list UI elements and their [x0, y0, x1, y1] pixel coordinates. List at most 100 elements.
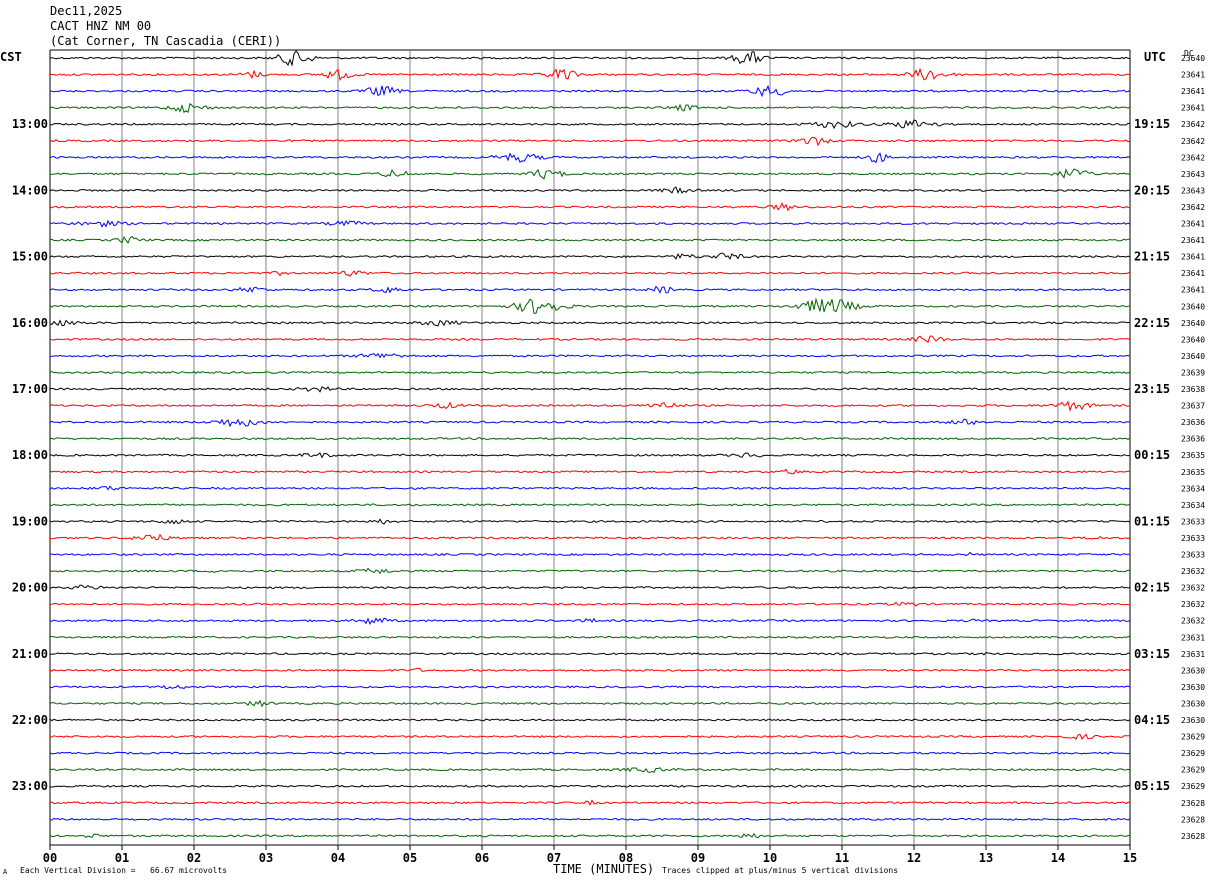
- trace-line: [49, 84, 1131, 98]
- dc-value: 23635: [1181, 451, 1205, 460]
- utc-hour-label: 02:15: [1134, 581, 1170, 595]
- dc-value: 23629: [1181, 733, 1205, 742]
- trace-line: [49, 551, 1131, 557]
- cst-hour-label: 23:00: [12, 779, 48, 793]
- trace-line: [49, 418, 1131, 428]
- dc-value: 23632: [1181, 617, 1205, 626]
- dc-value: 23638: [1181, 385, 1205, 394]
- trace-line: [49, 235, 1131, 244]
- x-tick-label: 13: [979, 851, 993, 865]
- dc-value: 23629: [1181, 766, 1205, 775]
- dc-value: 23642: [1181, 203, 1205, 212]
- dc-value: 23632: [1181, 600, 1205, 609]
- dc-value: 23633: [1181, 534, 1205, 543]
- x-tick-label: 03: [259, 851, 273, 865]
- scale-note: Each Vertical Division = 66.67 microvolt…: [20, 866, 228, 875]
- dc-value: 23641: [1181, 253, 1205, 262]
- x-tick-label: 01: [115, 851, 129, 865]
- trace-line: [49, 452, 1131, 459]
- trace-line: [49, 751, 1131, 755]
- trace-line: [49, 533, 1131, 541]
- x-tick-label: 14: [1051, 851, 1065, 865]
- x-tick-label: 05: [403, 851, 417, 865]
- trace-line: [49, 799, 1131, 806]
- trace-line: [49, 733, 1130, 741]
- dc-value: 23642: [1181, 137, 1205, 146]
- dc-value: 23641: [1181, 104, 1205, 113]
- dc-value: 23628: [1181, 815, 1205, 824]
- dc-value: 23643: [1181, 186, 1205, 195]
- trace-line: [49, 152, 1131, 164]
- x-tick-label: 11: [835, 851, 849, 865]
- trace-line: [49, 297, 1131, 314]
- trace-line: [49, 252, 1131, 260]
- clip-note: Traces clipped at plus/minus 5 vertical …: [662, 866, 899, 875]
- cst-hour-label: 20:00: [12, 581, 48, 595]
- trace-line: [49, 219, 1131, 228]
- dc-value: 23642: [1181, 153, 1205, 162]
- trace-line: [49, 50, 1131, 67]
- location-label: (Cat Corner, TN Cascadia (CERI)): [50, 34, 282, 48]
- trace-line: [49, 67, 1131, 82]
- utc-hour-label: 05:15: [1134, 779, 1170, 793]
- dc-value: 23629: [1181, 749, 1205, 758]
- dc-value: 23641: [1181, 220, 1205, 229]
- dc-value: 23641: [1181, 269, 1205, 278]
- cst-hour-label: 22:00: [12, 713, 48, 727]
- cst-hour-label: 17:00: [12, 382, 48, 396]
- x-tick-label: 06: [475, 851, 489, 865]
- cst-hour-label: 16:00: [12, 316, 48, 330]
- trace-line: [49, 285, 1131, 294]
- trace-line: [49, 684, 1131, 690]
- x-tick-label: 15: [1123, 851, 1137, 865]
- trace-line: [49, 186, 1131, 195]
- cst-label: CST: [0, 50, 22, 64]
- x-tick-label: 09: [691, 851, 705, 865]
- dc-value: 23636: [1181, 435, 1205, 444]
- trace-line: [49, 485, 1131, 491]
- utc-hour-label: 04:15: [1134, 713, 1170, 727]
- trace-line: [49, 601, 1131, 607]
- dc-value: 23630: [1181, 666, 1205, 675]
- trace-line: [49, 635, 1131, 639]
- trace-line: [49, 832, 1131, 839]
- cst-hour-label: 19:00: [12, 514, 48, 528]
- trace-line: [49, 817, 1131, 821]
- dc-value: 23630: [1181, 716, 1205, 725]
- x-tick-label: 07: [547, 851, 561, 865]
- trace-line: [49, 567, 1131, 575]
- trace-line: [49, 202, 1130, 212]
- dc-value: 23633: [1181, 517, 1205, 526]
- dc-value: 23628: [1181, 799, 1205, 808]
- trace-line: [49, 119, 1131, 130]
- utc-hour-label: 01:15: [1134, 514, 1170, 528]
- utc-hour-label: 20:15: [1134, 183, 1170, 197]
- trace-line: [49, 386, 1131, 393]
- trace-line: [49, 400, 1131, 412]
- utc-hour-label: 03:15: [1134, 647, 1170, 661]
- trace-line: [49, 102, 1131, 114]
- dc-value: 23630: [1181, 683, 1205, 692]
- trace-line: [49, 370, 1131, 374]
- dc-label: DC: [1184, 49, 1194, 58]
- dc-value: 23637: [1181, 402, 1205, 411]
- dc-value: 23631: [1181, 650, 1205, 659]
- dc-value: 23634: [1181, 501, 1205, 510]
- utc-hour-label: 23:15: [1134, 382, 1170, 396]
- utc-hour-label: 19:15: [1134, 117, 1170, 131]
- date-label: Dec11,2025: [50, 4, 123, 18]
- trace-line: [49, 503, 1130, 507]
- utc-hour-label: 00:15: [1134, 448, 1170, 462]
- x-tick-label: 02: [187, 851, 201, 865]
- dc-value: 23631: [1181, 633, 1205, 642]
- dc-value: 23641: [1181, 286, 1205, 295]
- utc-hour-label: 22:15: [1134, 316, 1170, 330]
- cst-hour-label: 21:00: [12, 647, 48, 661]
- dc-value: 23630: [1181, 699, 1205, 708]
- trace-line: [49, 437, 1131, 441]
- x-axis-label: TIME (MINUTES): [553, 862, 655, 876]
- dc-value: 23639: [1181, 368, 1205, 377]
- trace-line: [49, 651, 1131, 656]
- trace-line: [49, 168, 1131, 180]
